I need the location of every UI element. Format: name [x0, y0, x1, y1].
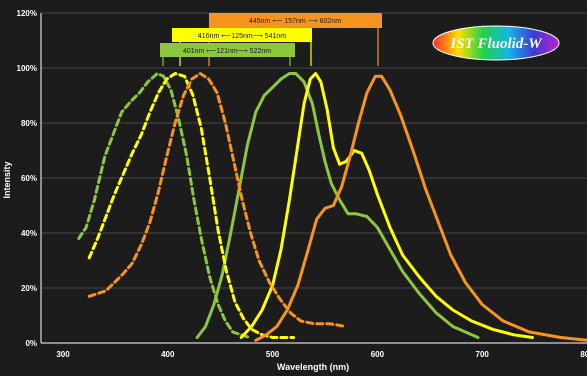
y-axis-ticks: 0% 20% 40% 60% 80% 100% 120% [17, 9, 37, 348]
x-tick-label: 500 [266, 350, 280, 359]
series-line-1 [195, 72, 480, 339]
series-line-2 [87, 72, 296, 339]
series-layer [77, 72, 587, 342]
y-tick-label: 80% [21, 119, 37, 128]
y-tick-label: 40% [21, 229, 37, 238]
annotation-yellow-box [172, 28, 312, 42]
x-tick-label: 700 [476, 350, 490, 359]
logo-rainbow-ellipse [432, 25, 560, 61]
x-tick-label: 800 [580, 350, 587, 359]
x-tick-label: 300 [56, 350, 70, 359]
y-tick-label: 20% [21, 284, 37, 293]
peak-annotations: 445nm ⟵ 157nm ⟶ 602nm 416nm ⟵125nm⟶ 541n… [160, 13, 382, 66]
annotation-green-box [160, 43, 295, 57]
annotation-orange-text: 445nm ⟵ 157nm ⟶ 602nm [249, 18, 341, 25]
series-line-3 [239, 72, 534, 339]
logo-text: IST Fluolid-W [449, 36, 543, 52]
y-tick-label: 60% [21, 174, 37, 183]
y-tick-label: 120% [17, 9, 37, 18]
annotation-yellow-text: 416nm ⟵125nm⟶ 541nm [198, 33, 286, 40]
y-tick-label: 100% [17, 64, 37, 73]
x-tick-label: 600 [371, 350, 385, 359]
series-line-0 [77, 72, 251, 339]
y-tick-label: 0% [25, 339, 37, 348]
y-axis-title: Intensity [2, 161, 12, 198]
x-axis-title: Wavelength (nm) [277, 362, 349, 372]
annotation-orange-box [209, 13, 382, 28]
x-tick-label: 400 [161, 350, 175, 359]
fluolid-logo: IST Fluolid-W [432, 25, 560, 61]
series-line-5 [254, 74, 587, 342]
x-axis-ticks: 300 400 500 600 700 800 [56, 350, 587, 359]
series-line-4 [87, 72, 348, 328]
annotation-green-text: 401nm ⟵121nm⟶ 522nm [183, 48, 271, 55]
